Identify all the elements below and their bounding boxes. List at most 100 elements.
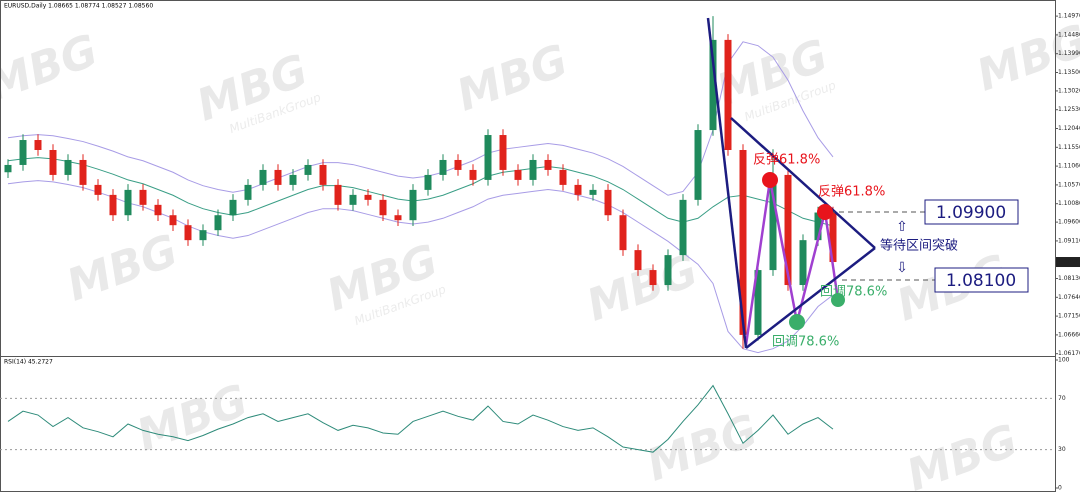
candle-body: [724, 39, 732, 150]
candle-body: [664, 255, 672, 286]
y-tick-label: 1.13500: [1058, 69, 1080, 76]
last-price-label: 1.08560: [1058, 259, 1080, 266]
level-box: [924, 199, 1019, 225]
frame: [0, 0, 1056, 492]
trend-line: [745, 247, 876, 349]
watermark: MBG: [130, 375, 254, 462]
y-tick-label: 1.14480: [1058, 31, 1080, 38]
y-tick-label: 1.12040: [1058, 125, 1080, 132]
watermark: MBG: [900, 415, 1024, 497]
marker: [831, 293, 845, 307]
candle-body: [4, 164, 12, 173]
watermark: MBG: [640, 405, 764, 492]
candle-body: [259, 169, 267, 185]
candle-body: [814, 212, 822, 241]
candle-body: [754, 270, 762, 335]
level-box: [934, 267, 1029, 293]
candle-body: [139, 189, 147, 205]
band-middle: [7, 157, 834, 227]
y-tick-label: 1.09600: [1058, 219, 1080, 226]
candle-body: [364, 194, 372, 200]
candle-body: [454, 159, 462, 170]
candle-body: [769, 174, 777, 271]
candle-body: [799, 240, 807, 286]
candle-body: [79, 159, 87, 185]
candle-body: [739, 149, 747, 335]
y-tick-label: 1.09110: [1058, 237, 1080, 244]
candle-body: [109, 194, 117, 216]
retrace-label: 回调78.6%: [772, 335, 839, 350]
y-tick-label: 1.10570: [1058, 181, 1080, 188]
y-tick-label: 1.12530: [1058, 106, 1080, 113]
candle-body: [784, 174, 792, 286]
candle-body: [244, 184, 252, 200]
last-price-box: [1056, 257, 1080, 268]
band-upper: [7, 41, 834, 196]
retrace-label: 回调78.6%: [820, 285, 887, 300]
annotations: [706, 17, 1029, 349]
candle-body: [709, 39, 717, 131]
candle-body: [124, 189, 132, 216]
candle-body: [34, 140, 42, 150]
candle-body: [229, 199, 237, 216]
y-tick-label: 70: [1058, 395, 1066, 402]
rsi-title: RSI(14) 45.2727: [4, 359, 53, 366]
watermark: MBG: [60, 225, 184, 312]
y-tick-label: 1.10080: [1058, 200, 1080, 207]
candle-body: [289, 174, 297, 185]
candle-body: [544, 159, 552, 170]
candle-body: [604, 189, 612, 216]
marker: [817, 204, 833, 220]
candle-body: [394, 215, 402, 221]
candle-body: [169, 215, 177, 226]
y-tick-label: 1.13020: [1058, 87, 1080, 94]
candle-body: [514, 169, 522, 180]
marker: [762, 172, 778, 188]
candle-body: [499, 135, 507, 170]
y-tick-label: 1.14970: [1058, 13, 1080, 20]
y-tick-label: 1.07640: [1058, 294, 1080, 301]
candle-body: [319, 164, 327, 185]
band-lower: [7, 180, 834, 354]
candle-body: [574, 184, 582, 195]
trend-line: [706, 17, 748, 349]
candle-body: [304, 164, 312, 175]
watermark: MBG: [0, 25, 104, 112]
level-label: 1.09900: [936, 203, 1006, 223]
candle-body: [184, 225, 192, 241]
candle-body: [349, 194, 357, 205]
note: 等待区间突破: [880, 238, 958, 254]
y-tick-label: 1.13990: [1058, 50, 1080, 57]
trend-line: [730, 117, 876, 249]
candle-body: [214, 215, 222, 231]
candle-body: [559, 169, 567, 185]
candle-body: [694, 130, 702, 200]
rsi-line: [7, 384, 834, 453]
candle-body: [334, 184, 342, 205]
candle-body: [424, 174, 432, 190]
down-arrow: ⇩: [896, 260, 908, 276]
candle-body: [829, 212, 837, 263]
y-tick-label: 1.11550: [1058, 144, 1080, 151]
rebound-label: 反弹61.8%: [818, 185, 885, 200]
candle-body: [409, 189, 417, 221]
y-tick-label: 1.08130: [1058, 275, 1080, 282]
watermark: MBG: [450, 35, 574, 122]
watermark: MBG: [580, 245, 704, 332]
candle-body: [154, 204, 162, 216]
candle-body: [634, 250, 642, 271]
candle-body: [679, 199, 687, 256]
y-tick-label: 1.07150: [1058, 313, 1080, 320]
marker: [789, 314, 805, 330]
candle-body: [94, 184, 102, 195]
candle-body: [439, 159, 447, 175]
candle-body: [469, 169, 477, 180]
candle-body: [589, 189, 597, 195]
y-tick-label: 1.06660: [1058, 331, 1080, 338]
rebound-label: 反弹61.8%: [753, 153, 820, 168]
y-tick-label: 100: [1058, 357, 1070, 364]
candle-body: [379, 199, 387, 216]
candle-body: [199, 230, 207, 241]
level-label: 1.08100: [946, 271, 1016, 291]
candle-body: [64, 159, 72, 175]
